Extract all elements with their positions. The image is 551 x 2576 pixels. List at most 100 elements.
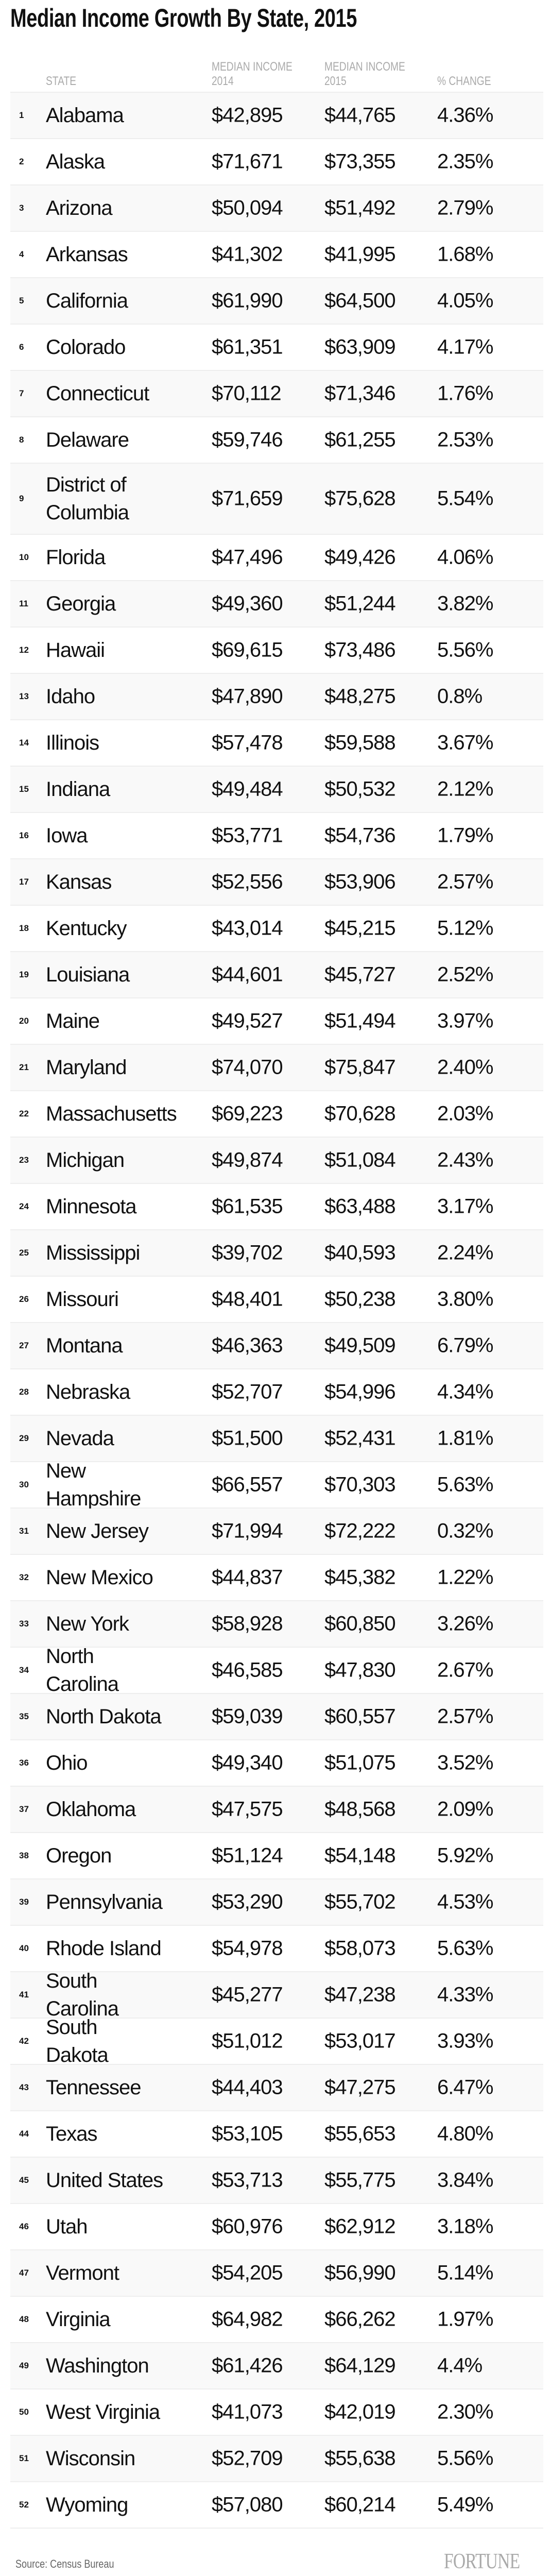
rank-number: 44	[19, 2129, 29, 2139]
state-name: Tennessee	[46, 2076, 141, 2099]
rank-number: 8	[19, 435, 24, 445]
table-row: 21 Maryland $74,070 $75,847 2.40%	[10, 1045, 543, 1091]
state-name: Ohio	[46, 1752, 88, 1774]
table-row: 46 Utah $60,976 $62,912 3.18%	[10, 2204, 543, 2250]
income-2015: $71,346	[324, 382, 396, 405]
rank-number: 50	[19, 2407, 29, 2417]
rank-number: 39	[19, 1897, 29, 1907]
percent-change: 5.92%	[437, 1844, 493, 1867]
table-row: 47 Vermont $54,205 $56,990 5.14%	[10, 2250, 543, 2297]
state-name: Kansas	[46, 871, 112, 893]
table-row: 22 Massachusetts $69,223 $70,628 2.03%	[10, 1091, 543, 1138]
table-row: 50 West Virginia $41,073 $42,019 2.30%	[10, 2389, 543, 2436]
income-2014: $47,890	[212, 685, 283, 708]
state-name: Pennsylvania	[46, 1891, 163, 1913]
income-2014: $53,771	[212, 824, 283, 847]
percent-change: 4.05%	[437, 289, 493, 312]
rank-number: 40	[19, 1943, 29, 1953]
income-2014: $46,363	[212, 1334, 283, 1357]
income-2014: $51,124	[212, 1844, 283, 1867]
state-name: South Dakota	[46, 2016, 109, 2066]
rank-number: 17	[19, 877, 29, 887]
income-2015: $40,593	[324, 1241, 396, 1264]
percent-change: 1.81%	[437, 1427, 493, 1450]
state-name: New Jersey	[46, 1520, 149, 1543]
rank-number: 34	[19, 1665, 29, 1675]
table-row: 4 Arkansas $41,302 $41,995 1.68%	[10, 232, 543, 278]
rank-number: 21	[19, 1062, 29, 1072]
income-2014: $57,478	[212, 731, 283, 754]
income-2015: $48,275	[324, 685, 396, 708]
table-row: 41 South Carolina $45,277 $47,238 4.33%	[10, 1970, 543, 2020]
state-name: Minnesota	[46, 1195, 137, 1218]
income-2015: $56,990	[324, 2261, 396, 2284]
rank-number: 22	[19, 1109, 29, 1118]
income-2015: $60,214	[324, 2493, 396, 2516]
state-name: Vermont	[46, 2262, 119, 2284]
rank-number: 19	[19, 970, 29, 979]
state-name: Idaho	[46, 685, 95, 708]
income-2015: $75,847	[324, 1056, 396, 1079]
table-row: 8 Delaware $59,746 $61,255 2.53%	[10, 417, 543, 464]
state-name: North Dakota	[46, 1705, 162, 1728]
percent-change: 2.12%	[437, 777, 493, 801]
state-name: New York	[46, 1613, 129, 1635]
source-note: Source: Census Bureau	[15, 2557, 114, 2570]
state-name: Indiana	[46, 778, 110, 801]
rank-number: 36	[19, 1758, 29, 1768]
income-2015: $52,431	[324, 1427, 396, 1450]
income-2014: $51,500	[212, 1427, 283, 1450]
percent-change: 5.56%	[437, 638, 493, 662]
state-name: Massachusetts	[46, 1103, 177, 1125]
income-2014: $41,302	[212, 243, 283, 266]
state-name: Illinois	[46, 732, 99, 754]
income-2014: $41,073	[212, 2400, 283, 2424]
percent-change: 3.67%	[437, 731, 493, 754]
rank-number: 38	[19, 1851, 29, 1860]
rank-number: 41	[19, 1990, 29, 1999]
table-row: 11 Georgia $49,360 $51,244 3.82%	[10, 581, 543, 628]
income-2014: $61,990	[212, 289, 283, 312]
table-row: 23 Michigan $49,874 $51,084 2.43%	[10, 1138, 543, 1184]
column-header-line: 2014	[212, 74, 234, 88]
table-row: 43 Tennessee $44,403 $47,275 6.47%	[10, 2065, 543, 2111]
column-header-line: MEDIAN INCOME	[324, 60, 405, 74]
table-row: 48 Virginia $64,982 $66,262 1.97%	[10, 2297, 543, 2343]
income-2014: $70,112	[212, 382, 282, 405]
percent-change: 5.12%	[437, 917, 493, 940]
table-row: 13 Idaho $47,890 $48,275 0.8%	[10, 674, 543, 720]
table-row: 26 Missouri $48,401 $50,238 3.80%	[10, 1277, 543, 1323]
table-row: 44 Texas $53,105 $55,653 4.80%	[10, 2111, 543, 2158]
rank-number: 11	[19, 599, 28, 608]
state-name: Maryland	[46, 1056, 127, 1079]
table-row: 31 New Jersey $71,994 $72,222 0.32%	[10, 1509, 543, 1555]
state-name: Arkansas	[46, 243, 128, 266]
table-row: 35 North Dakota $59,039 $60,557 2.57%	[10, 1694, 543, 1740]
rank-number: 26	[19, 1294, 29, 1304]
percent-change: 4.4%	[437, 2354, 483, 2377]
percent-change: 5.56%	[437, 2447, 493, 2470]
column-header-line: 2015	[324, 74, 347, 88]
rank-number: 49	[19, 2361, 29, 2370]
rank-number: 46	[19, 2222, 29, 2231]
percent-change: 4.33%	[437, 1983, 493, 2006]
percent-change: 2.35%	[437, 150, 493, 173]
table-row: 32 New Mexico $44,837 $45,382 1.22%	[10, 1555, 543, 1601]
rank-number: 29	[19, 1433, 29, 1443]
table-row: 34 North Carolina $46,585 $47,830 2.67%	[10, 1645, 543, 1696]
title-area: Median Income Growth By State, 2015	[0, 0, 551, 61]
percent-change: 4.53%	[437, 1890, 493, 1913]
column-header-change: % CHANGE	[437, 74, 491, 88]
income-2014: $69,223	[212, 1102, 283, 1125]
state-name: Florida	[46, 546, 106, 569]
page-title: Median Income Growth By State, 2015	[10, 4, 357, 32]
state-name: Kentucky	[46, 917, 127, 940]
rank-number: 16	[19, 831, 29, 840]
income-2015: $49,426	[324, 546, 396, 569]
income-2014: $44,837	[212, 1566, 283, 1589]
income-2015: $49,509	[324, 1334, 396, 1357]
table-row: 29 Nevada $51,500 $52,431 1.81%	[10, 1416, 543, 1462]
income-2014: $52,556	[212, 870, 283, 893]
rank-number: 14	[19, 738, 29, 748]
income-2014: $52,707	[212, 1380, 283, 1403]
